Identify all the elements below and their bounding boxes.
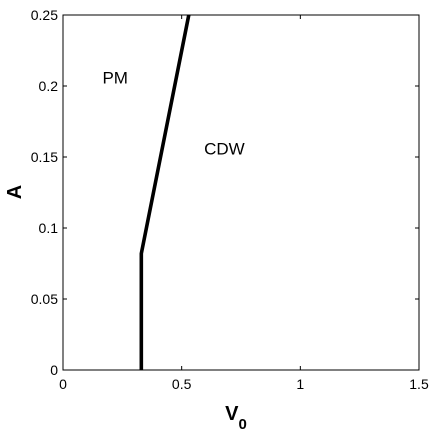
x-axis-label: V0 [225,403,247,433]
x-axis-label-subscript: 0 [239,416,247,433]
y-tick-label: 0.15 [31,149,58,165]
y-tick-label: 0.1 [39,220,59,236]
x-tick-label: 1 [296,376,304,392]
x-tick-label: 0.5 [172,376,192,392]
x-axis-label-text: V [225,403,239,425]
x-tick-label: 0 [59,376,67,392]
region-label-cdw: CDW [204,139,245,158]
y-tick-label: 0 [50,362,58,378]
y-tick-label: 0.25 [31,7,58,23]
y-axis-label: A [4,185,26,199]
phase-boundary-line [139,14,191,370]
y-tick-label: 0.2 [39,78,59,94]
x-tick-label: 1.5 [409,376,429,392]
region-label-pm: PM [102,68,128,87]
y-tick-label: 0.05 [31,291,58,307]
plot-frame [62,14,420,371]
